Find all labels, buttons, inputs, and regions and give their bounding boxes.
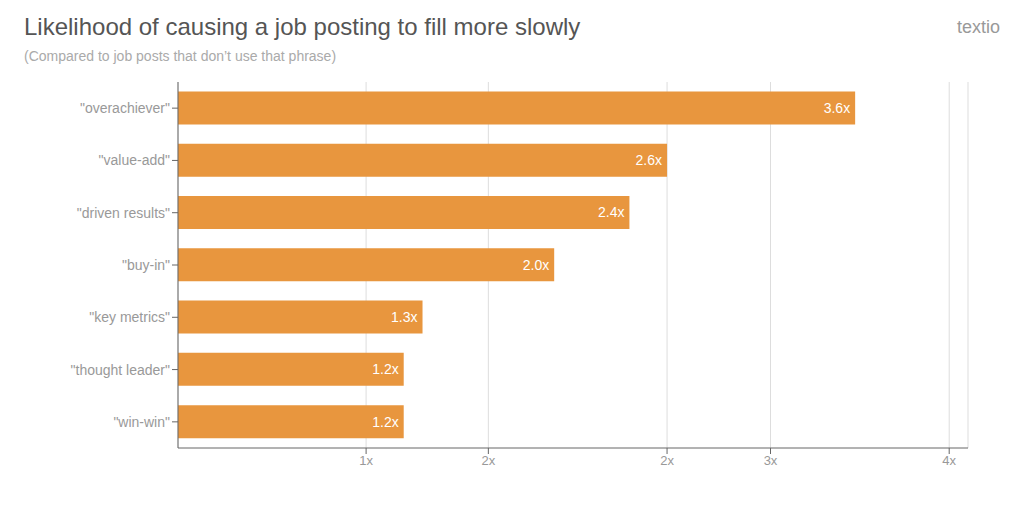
svg-text:1.2x: 1.2x [372, 414, 398, 430]
html-text:Likelihood of causing a job po: Likelihood of causing a job posting to f… [24, 13, 581, 40]
svg-text:1.3x: 1.3x [391, 309, 417, 325]
svg-text:2x: 2x [481, 453, 495, 468]
svg-text:4x: 4x [942, 453, 956, 468]
svg-text:"overachiever": "overachiever" [80, 100, 170, 116]
svg-text:3x: 3x [764, 453, 778, 468]
svg-text:"driven results": "driven results" [77, 205, 170, 221]
svg-text:"buy-in": "buy-in" [122, 257, 170, 273]
html-text:textio: textio [957, 17, 1000, 37]
svg-text:"key metrics": "key metrics" [89, 309, 170, 325]
svg-text:"thought leader": "thought leader" [71, 362, 170, 378]
svg-text:3.6x: 3.6x [824, 100, 850, 116]
svg-text:2.0x: 2.0x [523, 257, 549, 273]
svg-text:1x: 1x [359, 453, 373, 468]
svg-text:"value-add": "value-add" [99, 152, 170, 168]
svg-text:2x: 2x [660, 453, 674, 468]
svg-text:1.2x: 1.2x [372, 361, 398, 377]
svg-text:"win-win": "win-win" [113, 414, 170, 430]
svg-text:2.4x: 2.4x [598, 204, 624, 220]
html-text:(Compared to job posts that do: (Compared to job posts that don’t use th… [24, 48, 337, 64]
svg-text:2.6x: 2.6x [636, 152, 662, 168]
